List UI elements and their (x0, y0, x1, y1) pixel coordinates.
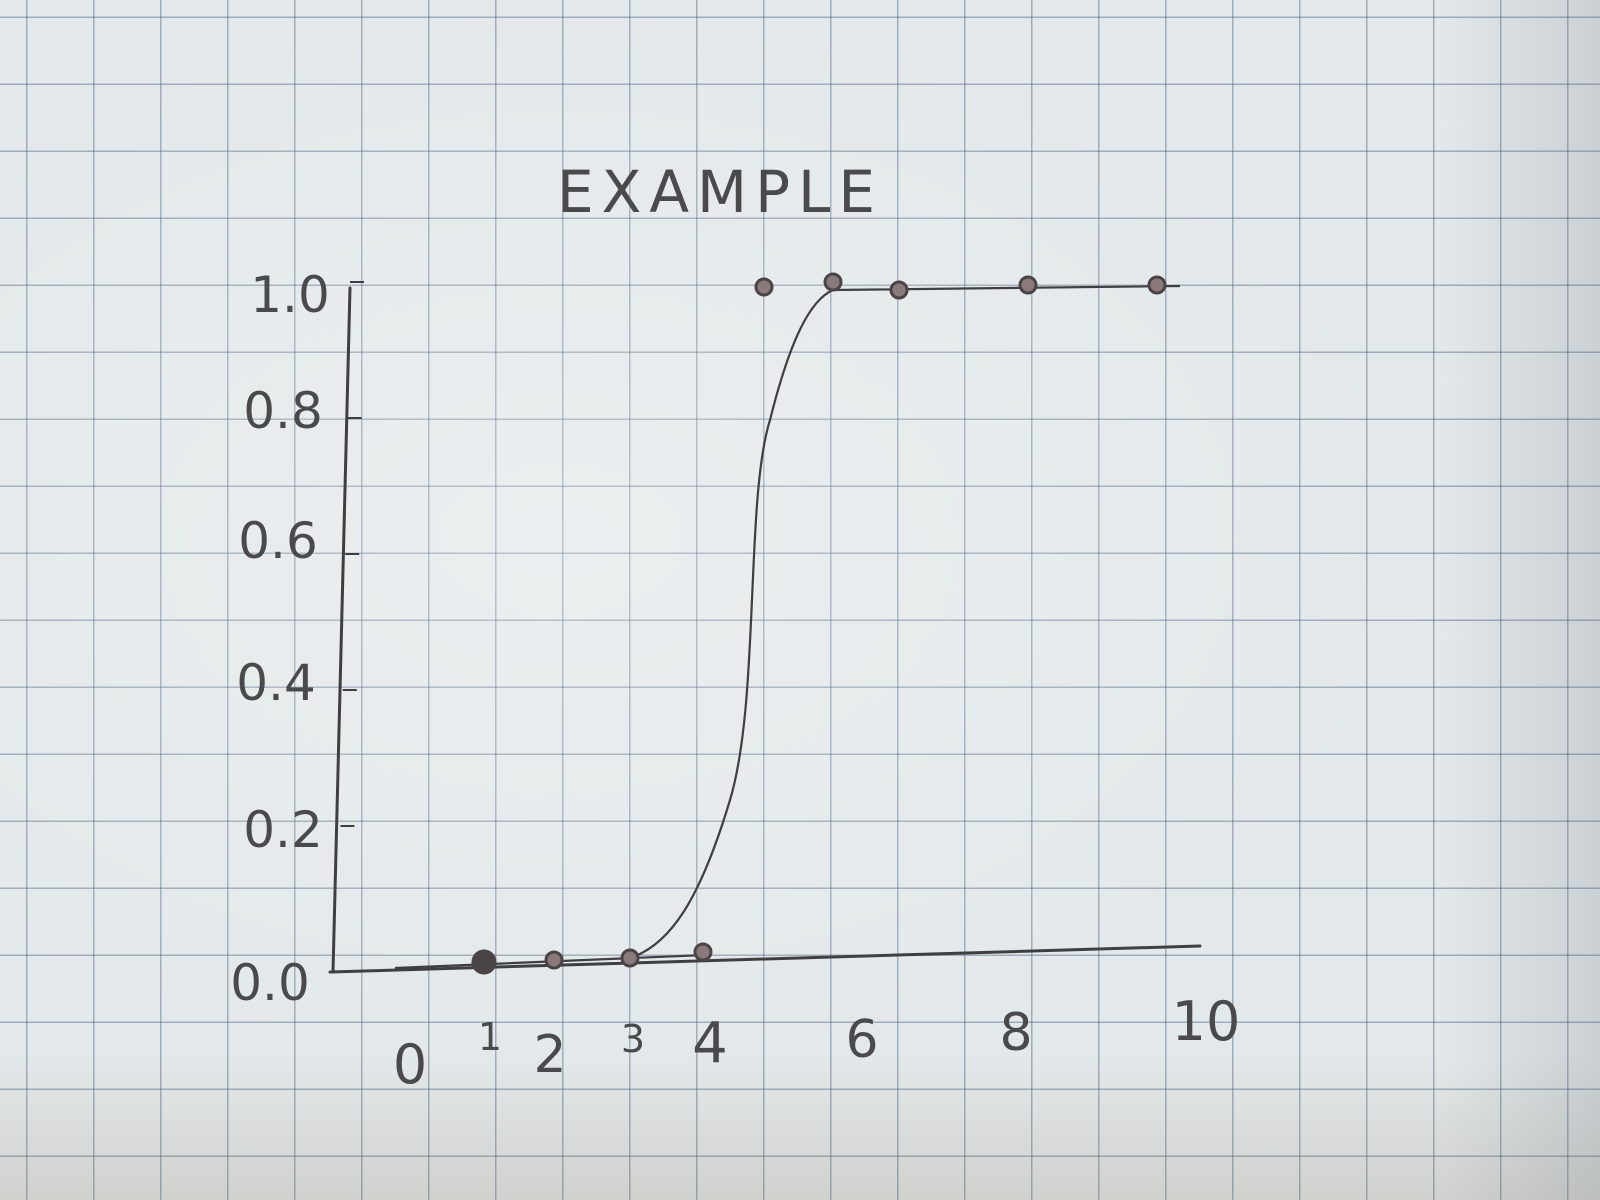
y-tick-labels: 0.0 0.2 0.4 0.6 0.8 1.0 (230, 266, 330, 1012)
data-point (889, 280, 909, 300)
chart-title: EXAMPLE (557, 158, 883, 226)
x-tick-label: 4 (692, 1011, 728, 1076)
sigmoid-curve (629, 284, 1181, 960)
x-tick-labels: 0 1 2 3 4 6 8 10 (393, 990, 1241, 1096)
data-point (471, 949, 497, 975)
x-tick-label: 10 (1172, 990, 1241, 1053)
x-tick-label: 2 (533, 1025, 566, 1085)
y-tick-label: 0.0 (230, 954, 310, 1012)
x-tick-label: 1 (478, 1015, 502, 1059)
data-point (620, 948, 640, 968)
x-tick-label: 3 (621, 1017, 645, 1061)
y-tick-label: 0.8 (243, 382, 323, 440)
y-axis-line (331, 286, 352, 974)
data-point (1018, 275, 1038, 295)
data-points (471, 272, 1167, 975)
data-point (1147, 275, 1167, 295)
data-point (754, 277, 774, 297)
x-tick-label: 8 (999, 1003, 1032, 1063)
data-point (693, 942, 713, 962)
y-tick-label: 0.2 (243, 801, 323, 859)
x-axis-line (328, 944, 1202, 974)
y-tick-label: 0.6 (238, 512, 318, 570)
data-point (544, 950, 564, 970)
fit-curve-layer (394, 284, 1181, 970)
x-tick-label: 6 (845, 1010, 878, 1070)
y-tick-label: 1.0 (250, 266, 330, 324)
x-tick-label: 0 (393, 1033, 427, 1096)
y-tick-label: 0.4 (236, 654, 316, 712)
axes (328, 281, 1202, 974)
data-point (823, 272, 843, 292)
